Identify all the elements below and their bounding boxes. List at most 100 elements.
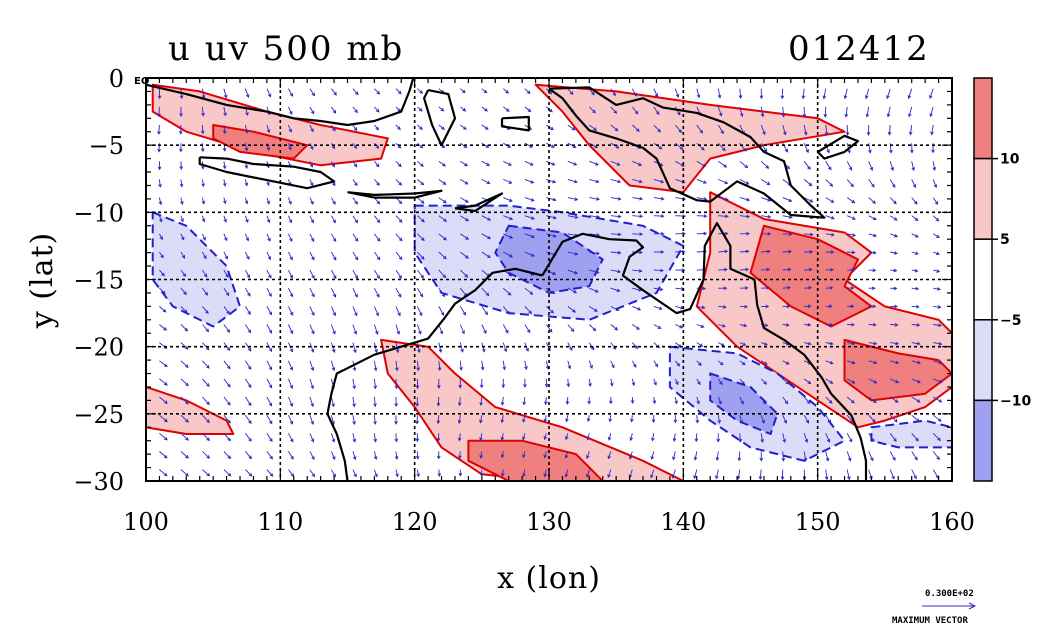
wind-vector-shaft [502,342,507,352]
wind-vector-shaft [266,306,272,315]
wind-vector-576 [718,160,728,168]
wind-vector-head [803,457,808,462]
wind-vector-shaft [868,451,874,461]
wind-vector-head [480,366,485,371]
wind-vector-shaft [201,106,204,116]
wind-vector-head [825,457,830,462]
colorbar-segment-2 [973,238,993,321]
wind-vector-438 [564,451,569,459]
wind-vector-199 [352,106,358,114]
wind-vector-head [487,235,492,240]
wind-vector-shaft [718,250,728,253]
wind-vector-45 [201,106,205,117]
wind-vector-head [159,236,163,241]
wind-vector-head [244,182,249,187]
wind-vector-327 [457,433,462,442]
wind-vector-193 [330,396,335,408]
wind-vector-21 [159,469,168,477]
wind-vector-shaft [782,360,790,365]
wind-vector-429 [567,287,578,294]
wind-vector-head [830,232,835,237]
wind-vector-head [441,144,446,149]
wind-vector-head [745,181,750,185]
wind-vector-head [871,183,875,188]
wind-vector-head [894,323,899,327]
wind-vector-128 [266,414,273,425]
wind-vector-head [289,385,294,389]
wind-vector-598 [739,160,749,169]
wind-vector-head [463,126,467,130]
wind-vector-head [915,234,919,238]
wind-vector-head [500,419,505,424]
wind-vector-698 [825,378,834,384]
wind-vector-shaft [911,469,917,479]
wind-vector-head [674,400,678,405]
wind-vector-head [851,199,856,204]
wind-vector-shaft [890,269,897,272]
wind-vector-shaft [481,179,490,184]
wind-vector-head [658,306,663,311]
wind-vector-shaft [846,396,855,404]
wind-vector-shaft [632,215,643,217]
wind-vector-head [158,184,162,188]
wind-vector-673 [804,323,812,327]
wind-vector-shaft [565,451,569,459]
wind-vector-head [893,438,897,442]
wind-vector-334 [481,160,491,166]
wind-vector-shaft [244,197,248,204]
wind-vector-93 [244,179,249,187]
wind-vector-519 [653,324,662,329]
wind-vector-shaft [395,287,402,298]
wind-vector-shaft [352,469,357,477]
wind-vector-shaft [889,469,895,479]
wind-vector-777 [911,215,919,221]
wind-vector-307 [437,469,442,478]
wind-vector-shaft [546,287,555,294]
wind-vector-116 [266,197,271,205]
wind-vector-119 [266,251,272,261]
wind-vector-705 [844,106,849,118]
wind-vector-head [268,384,273,389]
wind-vector-345 [480,360,485,371]
wind-vector-shaft [331,215,336,223]
reference-vector-arrowhead [968,602,977,610]
wind-vector-head [269,473,274,477]
wind-vector-shaft [546,160,555,166]
wind-vector-shaft [718,215,728,217]
wind-vector-772 [908,124,913,136]
wind-vector-35 [180,324,189,332]
wind-vector-shaft [481,324,487,334]
wind-vector-shaft [868,360,877,364]
wind-vector-head [938,399,943,403]
x-tick-label: 140 [660,508,706,536]
wind-vector-shaft [481,287,490,296]
wind-vector-head [807,304,812,309]
wind-vector-514 [653,232,665,236]
wind-vector-shaft [911,396,921,403]
wind-vector-shaft [717,396,722,404]
wind-vector-head [843,95,848,100]
wind-vector-head [693,475,697,480]
wind-vector-shaft [887,106,891,117]
wind-vector-head [824,132,829,136]
wind-vector-head [247,329,252,334]
coastlines [146,78,868,481]
wind-vector-head [830,199,835,203]
coastline-7 [816,134,860,160]
wind-vector-shaft [223,396,231,406]
wind-vector-shaft [804,342,811,345]
wind-vector-517 [653,287,664,292]
wind-vector-shaft [266,124,270,133]
wind-vector-shaft [589,269,599,274]
wind-vector-head [639,232,644,236]
wind-vector-720 [846,378,856,384]
wind-vector-head [311,330,315,335]
positive-contour-region-2 [534,83,846,194]
wind-vector-shaft [650,469,655,478]
wind-vector-195 [330,433,336,443]
wind-vector-head [394,403,398,408]
wind-vector-head [244,200,249,205]
wind-vector-head [331,438,336,443]
wind-vector-452 [589,306,598,312]
wind-vector-head [289,111,293,115]
